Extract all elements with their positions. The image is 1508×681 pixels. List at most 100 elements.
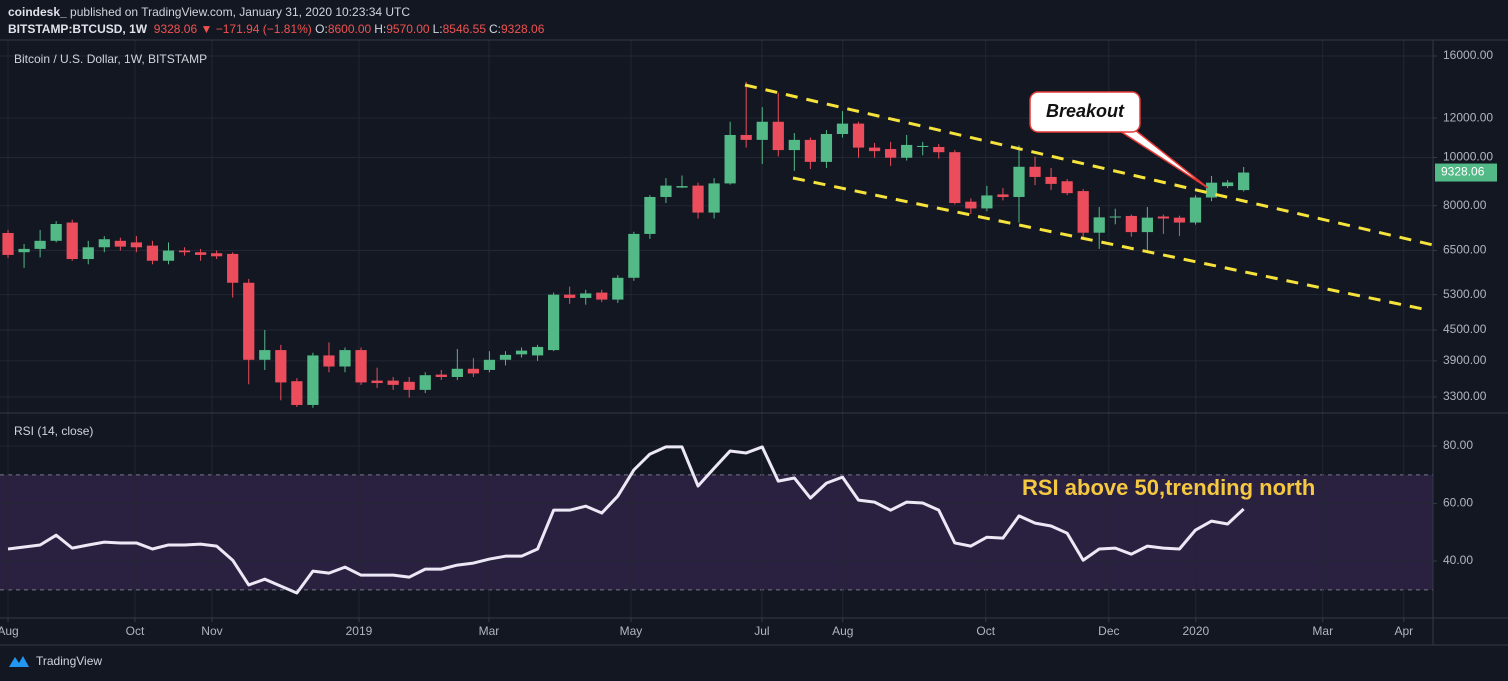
candle-body: [194, 252, 207, 255]
candle-body: [1093, 217, 1105, 233]
header: coindesk_ published on TradingView.com, …: [8, 4, 547, 38]
candle-body: [162, 250, 175, 261]
candle-body: [371, 380, 383, 384]
candle-body: [178, 250, 191, 253]
symbol: BITSTAMP:BTCUSD, 1W: [8, 22, 148, 36]
candle-body: [836, 123, 849, 135]
ohlc-label: H:: [374, 22, 387, 36]
y-tick-label: 4500.00: [1443, 322, 1487, 336]
candle-body: [660, 185, 672, 197]
axes: 3300.00 3900.00 4500.00 5300.00 6500.00 8000.…: [0, 48, 1497, 638]
callout: Breakout: [1029, 91, 1209, 189]
candle-body: [708, 183, 720, 213]
candle-body: [740, 134, 752, 140]
candle-body: [1061, 181, 1073, 194]
ohlc-value: 9570.00: [386, 22, 430, 36]
ohlc: O:8600.00 H:9570.00 L:8546.55 C:9328.06: [315, 22, 547, 36]
candle-body: [291, 381, 303, 405]
candle-body: [1141, 217, 1153, 233]
candle-body: [1109, 216, 1121, 218]
candle-body: [323, 355, 335, 367]
candle-body: [724, 134, 736, 184]
price-tag-label: 9328.06: [1441, 165, 1485, 179]
y-tick-label: 6500.00: [1443, 243, 1487, 257]
ohlc-label: L:: [432, 22, 443, 36]
candle-body: [307, 355, 319, 405]
ohlc-value: 9328.06: [501, 22, 545, 36]
candle-body: [18, 248, 30, 253]
quote-line: BITSTAMP:BTCUSD, 1W 9328.06 ▼ −171.94 (−…: [8, 21, 547, 38]
candle-body: [355, 350, 367, 383]
candle-body: [820, 134, 833, 162]
candle-body: [1238, 172, 1250, 191]
x-tick-label: Oct: [126, 624, 145, 638]
x-tick-label: Apr: [1394, 624, 1413, 638]
y-tick-label: 80.00: [1443, 438, 1473, 452]
candle-body: [981, 195, 993, 209]
candle-body: [1029, 166, 1041, 177]
x-tick-label: Aug: [832, 624, 853, 638]
candle-body: [483, 359, 496, 370]
y-tick-label: 3900.00: [1443, 353, 1487, 367]
candle-body: [1045, 176, 1057, 184]
candle-body: [804, 139, 816, 162]
candle-body: [243, 282, 255, 360]
candle-body: [1013, 166, 1025, 197]
candle-body: [901, 144, 913, 158]
candle-body: [1205, 182, 1218, 198]
publish-line: coindesk_ published on TradingView.com, …: [8, 4, 547, 21]
rsi-line: [7, 445, 1245, 595]
y-tick-label: 12000.00: [1443, 110, 1493, 124]
ohlc-label: C:: [489, 22, 501, 36]
x-tick-label: 2019: [346, 624, 373, 638]
candle-body: [564, 294, 576, 298]
price-pane-title: Bitcoin / U.S. Dollar, 1W, BITSTAMP: [14, 52, 207, 66]
x-tick-label: Dec: [1098, 624, 1119, 638]
candle-body: [499, 354, 512, 360]
candle-body: [227, 253, 239, 283]
x-tick-label: Nov: [201, 624, 222, 638]
candle-body: [211, 253, 223, 257]
rsi-pane-title: RSI (14, close): [14, 424, 93, 438]
callout-pointer: [1109, 125, 1209, 189]
x-tick-label: 2020: [1182, 624, 1209, 638]
candle-body: [387, 380, 399, 385]
candle-body: [548, 294, 560, 351]
rsi-annotation: RSI above 50,trending north: [1022, 475, 1315, 500]
candle-body: [965, 201, 977, 209]
callout-seam: [1113, 124, 1129, 130]
candle-body: [50, 224, 62, 241]
candle-body: [275, 350, 287, 383]
candle-body: [419, 375, 431, 390]
y-tick-label: 10000.00: [1443, 150, 1493, 164]
candle-body: [1077, 191, 1089, 233]
logo: [9, 656, 29, 667]
candle-body: [34, 240, 46, 249]
brand: TradingView: [36, 654, 103, 668]
candle-body: [1125, 215, 1137, 233]
candle-body: [612, 277, 624, 300]
candle-body: [82, 247, 94, 260]
change: ▼ −171.94 (−1.81%): [200, 22, 312, 36]
candle-body: [259, 350, 271, 360]
candle-body: [98, 239, 110, 248]
candle-body: [2, 233, 14, 255]
candle-body: [451, 368, 463, 377]
trendlines: [744, 83, 1433, 311]
callout-box: [1029, 91, 1141, 133]
y-tick-label: 40.00: [1443, 553, 1473, 567]
callout-text: Breakout: [1046, 101, 1125, 121]
candle-body: [403, 381, 415, 390]
marks: [2, 81, 1250, 595]
grid: [0, 40, 1433, 618]
author: coindesk_: [8, 5, 67, 19]
candle-body: [146, 245, 159, 261]
x-tick-label: May: [620, 624, 643, 638]
candle-body: [692, 185, 704, 213]
y-tick-label: 3300.00: [1443, 389, 1487, 403]
candle-body: [435, 374, 447, 377]
x-tick-label: Aug: [0, 624, 19, 638]
ohlc-label: O:: [315, 22, 328, 36]
candle-body: [66, 222, 78, 260]
